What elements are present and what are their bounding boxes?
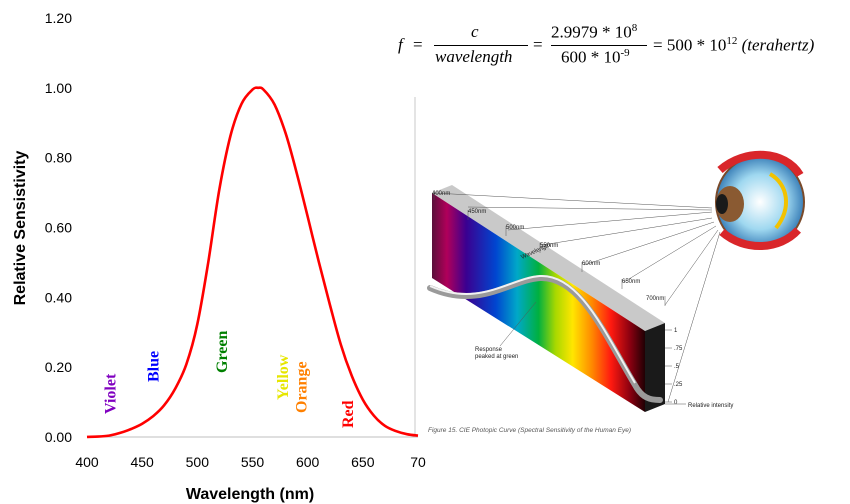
- response-label-2: peaked at green: [475, 354, 518, 360]
- color-label-orange: Orange: [294, 361, 311, 413]
- formula-unit: (terahertz): [741, 35, 815, 55]
- intensity-label-1: 1: [674, 328, 678, 334]
- y-tick-label: 0.60: [45, 220, 72, 236]
- y-tick-label: 0.40: [45, 289, 72, 305]
- formula-frac1-bar: [434, 45, 528, 46]
- label-450nm: 450nm: [468, 209, 486, 215]
- spectrum-front-face: [432, 193, 645, 412]
- formula-frac2-denominator: 600 * 10-9: [561, 47, 630, 68]
- y-tick-label: 0.00: [45, 429, 72, 445]
- intensity-label-075: .75: [674, 346, 683, 352]
- spectrum-top-face: [432, 185, 665, 331]
- formula-frac2-numerator-base: 2.9979 * 10: [551, 22, 632, 42]
- formula-frac1-numerator: c: [471, 22, 479, 41]
- spectrum-end-face: [645, 323, 665, 412]
- label-600nm: 600nm: [582, 261, 600, 267]
- eye: [715, 150, 805, 250]
- wavelength-markers: [433, 190, 666, 306]
- y-axis-ticks: 0.00 0.20 0.40 0.60 0.80 1.00 1.20: [45, 10, 72, 445]
- formula-f: f: [398, 35, 403, 54]
- color-label-blue: Blue: [146, 351, 163, 382]
- x-axis-ticks: 400 450 500 550 600 650 70: [75, 454, 426, 470]
- response-pointer: [499, 301, 537, 347]
- label-650nm: 650nm: [622, 279, 640, 285]
- x-tick-label: 70: [410, 454, 426, 470]
- y-axis-title: Relative Sensistivity: [12, 151, 29, 306]
- response-label-1: Response: [475, 347, 503, 353]
- formula-frac2-numerator: 2.9979 * 108: [551, 22, 637, 43]
- x-tick-label: 450: [130, 454, 154, 470]
- formula-result-base: = 500 * 10: [653, 35, 727, 55]
- formula-frac2-bar: [551, 45, 647, 46]
- formula-frac2-denominator-base: 600 * 10: [561, 47, 621, 67]
- y-tick-label: 1.00: [45, 80, 72, 96]
- response-ribbon: [427, 274, 663, 403]
- formula-frac2-numerator-exp: 8: [631, 22, 638, 34]
- label-500nm: 500nm: [506, 225, 524, 231]
- y-tick-label: 0.20: [45, 359, 72, 375]
- color-label-violet: Violet: [103, 373, 120, 414]
- x-tick-label: 500: [186, 454, 210, 470]
- intensity-label-025: .25: [674, 382, 683, 388]
- x-tick-label: 600: [296, 454, 320, 470]
- formula-result-exp: 12: [726, 35, 738, 47]
- x-axis-title: Wavelength (nm): [186, 486, 314, 503]
- color-label-yellow: Yellow: [275, 354, 292, 400]
- figure-caption: Figure 15. CIE Photopic Curve (Spectral …: [428, 427, 631, 434]
- frequency-formula: f = c wavelength = 2.9979 * 108 600 * 10…: [398, 20, 848, 70]
- intensity-scale: [665, 329, 672, 403]
- sensitivity-curve-line: [86, 86, 419, 439]
- color-label-green: Green: [214, 331, 231, 373]
- x-tick-label: 400: [75, 454, 99, 470]
- y-tick-label: 0.80: [45, 150, 72, 166]
- formula-frac1-denominator: wavelength: [435, 47, 513, 66]
- intensity-label-05: .5: [674, 364, 680, 370]
- formula-equals-2: =: [533, 35, 543, 54]
- color-label-red: Red: [340, 400, 357, 428]
- x-tick-label: 550: [241, 454, 265, 470]
- formula-equals-1: =: [413, 35, 423, 54]
- response-ribbon-highlight: [429, 274, 636, 384]
- intensity-label-0: 0: [674, 400, 678, 406]
- formula-frac2-denominator-exp: -9: [620, 47, 630, 59]
- eye-spectrum-illustration: 400nm 450nm 500nm 550nm 600nm 650nm 700n…: [427, 150, 805, 434]
- label-400nm: 400nm: [432, 191, 450, 197]
- color-labels: Violet Blue Green Yellow Orange Red: [103, 331, 357, 428]
- label-700nm: 700nm: [646, 296, 664, 302]
- y-tick-label: 1.20: [45, 10, 72, 26]
- label-550nm: 550nm: [540, 243, 558, 249]
- x-tick-label: 650: [351, 454, 375, 470]
- intensity-title: Relative intensity: [688, 403, 733, 409]
- sight-lines: [433, 192, 721, 403]
- formula-result: = 500 * 1012 (terahertz): [653, 35, 814, 56]
